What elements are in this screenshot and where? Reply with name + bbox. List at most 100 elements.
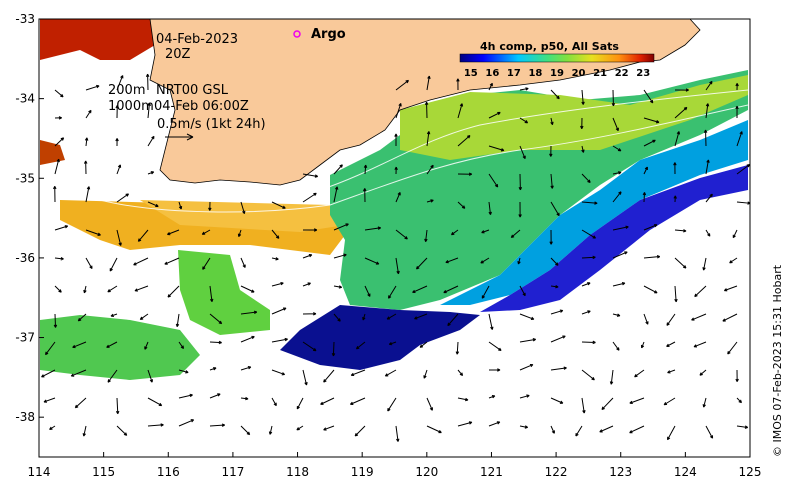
sst-hot-patch <box>40 19 155 60</box>
colorbar-labels: 15 16 17 18 19 20 21 22 23 <box>464 68 650 79</box>
current-vector <box>519 338 537 343</box>
current-vector <box>54 158 60 175</box>
current-vector <box>702 397 707 408</box>
current-vector <box>727 341 738 355</box>
current-vector <box>673 195 677 203</box>
current-vector <box>395 425 400 442</box>
current-vector <box>147 397 163 407</box>
current-vector <box>693 341 707 348</box>
current-vector <box>49 425 56 431</box>
current-vector <box>450 229 459 236</box>
current-vector <box>667 369 676 374</box>
current-vector <box>268 425 273 435</box>
current-vector <box>178 341 185 349</box>
current-vector <box>457 135 471 147</box>
lat-tick-label: -38 <box>15 410 35 424</box>
current-vector <box>240 396 249 401</box>
current-vector <box>666 341 676 347</box>
current-vector <box>488 395 496 399</box>
current-vector <box>333 186 339 203</box>
current-vector <box>735 83 739 91</box>
current-vector <box>271 201 286 209</box>
current-vector <box>609 369 614 385</box>
current-vector <box>364 285 371 297</box>
current-vector <box>302 253 313 259</box>
current-vector <box>674 229 687 233</box>
current-vector <box>643 139 656 147</box>
current-vector <box>736 397 742 404</box>
depth-label-1000: 1000m <box>108 99 154 114</box>
lon-tick-label: 117 <box>221 465 244 479</box>
current-vector <box>643 89 654 104</box>
current-vector <box>519 313 535 321</box>
lon-tick-label: 122 <box>545 465 568 479</box>
current-vector <box>419 341 428 348</box>
current-vector <box>178 201 183 210</box>
current-vector <box>581 173 591 184</box>
current-vector <box>240 366 252 371</box>
current-vector <box>694 285 707 298</box>
current-vector <box>164 257 180 265</box>
current-vector <box>115 105 119 119</box>
current-vector <box>691 313 707 321</box>
current-vector <box>387 397 397 412</box>
current-vector <box>137 229 149 242</box>
current-vector <box>302 228 318 232</box>
current-vector <box>550 425 555 434</box>
current-vector <box>612 117 619 132</box>
current-vector <box>107 369 118 383</box>
lon-axis: 114 115 116 117 118 119 120 121 122 123 124 125 <box>28 452 761 479</box>
current-vector <box>643 166 648 175</box>
current-vector <box>423 369 428 379</box>
current-vector <box>443 285 459 294</box>
current-vector <box>581 282 591 287</box>
date-label-line1: 04-Feb-2023 <box>156 32 238 47</box>
current-vector <box>699 369 707 376</box>
current-vector <box>178 393 193 399</box>
current-vector <box>209 340 222 345</box>
current-vector <box>83 285 87 294</box>
current-vector <box>386 313 397 320</box>
current-vector <box>54 116 62 120</box>
current-vector <box>581 310 591 315</box>
current-vector <box>333 223 349 231</box>
current-vector <box>674 285 678 303</box>
current-vector <box>395 229 408 240</box>
current-vector <box>581 397 586 414</box>
sst-cyan-edge <box>440 120 748 305</box>
lon-tick-label: 123 <box>609 465 632 479</box>
current-vector <box>488 341 502 352</box>
current-vector <box>147 102 151 119</box>
current-vector <box>362 313 366 321</box>
current-vector <box>83 160 88 175</box>
current-vector <box>581 255 596 260</box>
current-vector <box>643 224 658 231</box>
current-vector <box>426 397 433 411</box>
current-vector <box>147 201 159 208</box>
current-vector <box>663 397 676 406</box>
scale-label: 0.5m/s (1kt 24h) <box>157 117 266 132</box>
colorbar-label: 21 <box>593 68 607 79</box>
current-vector <box>426 131 431 147</box>
colorbar-label: 15 <box>464 68 478 79</box>
current-vector <box>323 369 335 383</box>
current-vector <box>333 164 343 175</box>
current-vector <box>581 369 595 381</box>
current-vector <box>488 173 499 188</box>
current-vector <box>209 367 217 371</box>
current-vector <box>302 173 319 178</box>
current-vector <box>612 191 622 203</box>
current-vector <box>271 229 280 239</box>
current-vector <box>209 393 221 399</box>
current-vector <box>115 397 120 415</box>
current-vector <box>271 369 286 376</box>
current-vector <box>550 366 567 371</box>
current-vector <box>84 137 89 147</box>
sst-hot-patch-2 <box>40 140 65 165</box>
current-vector <box>388 341 397 346</box>
current-vector <box>349 397 366 405</box>
current-vector <box>240 310 258 315</box>
current-vector <box>488 111 501 119</box>
current-vector <box>599 425 614 433</box>
